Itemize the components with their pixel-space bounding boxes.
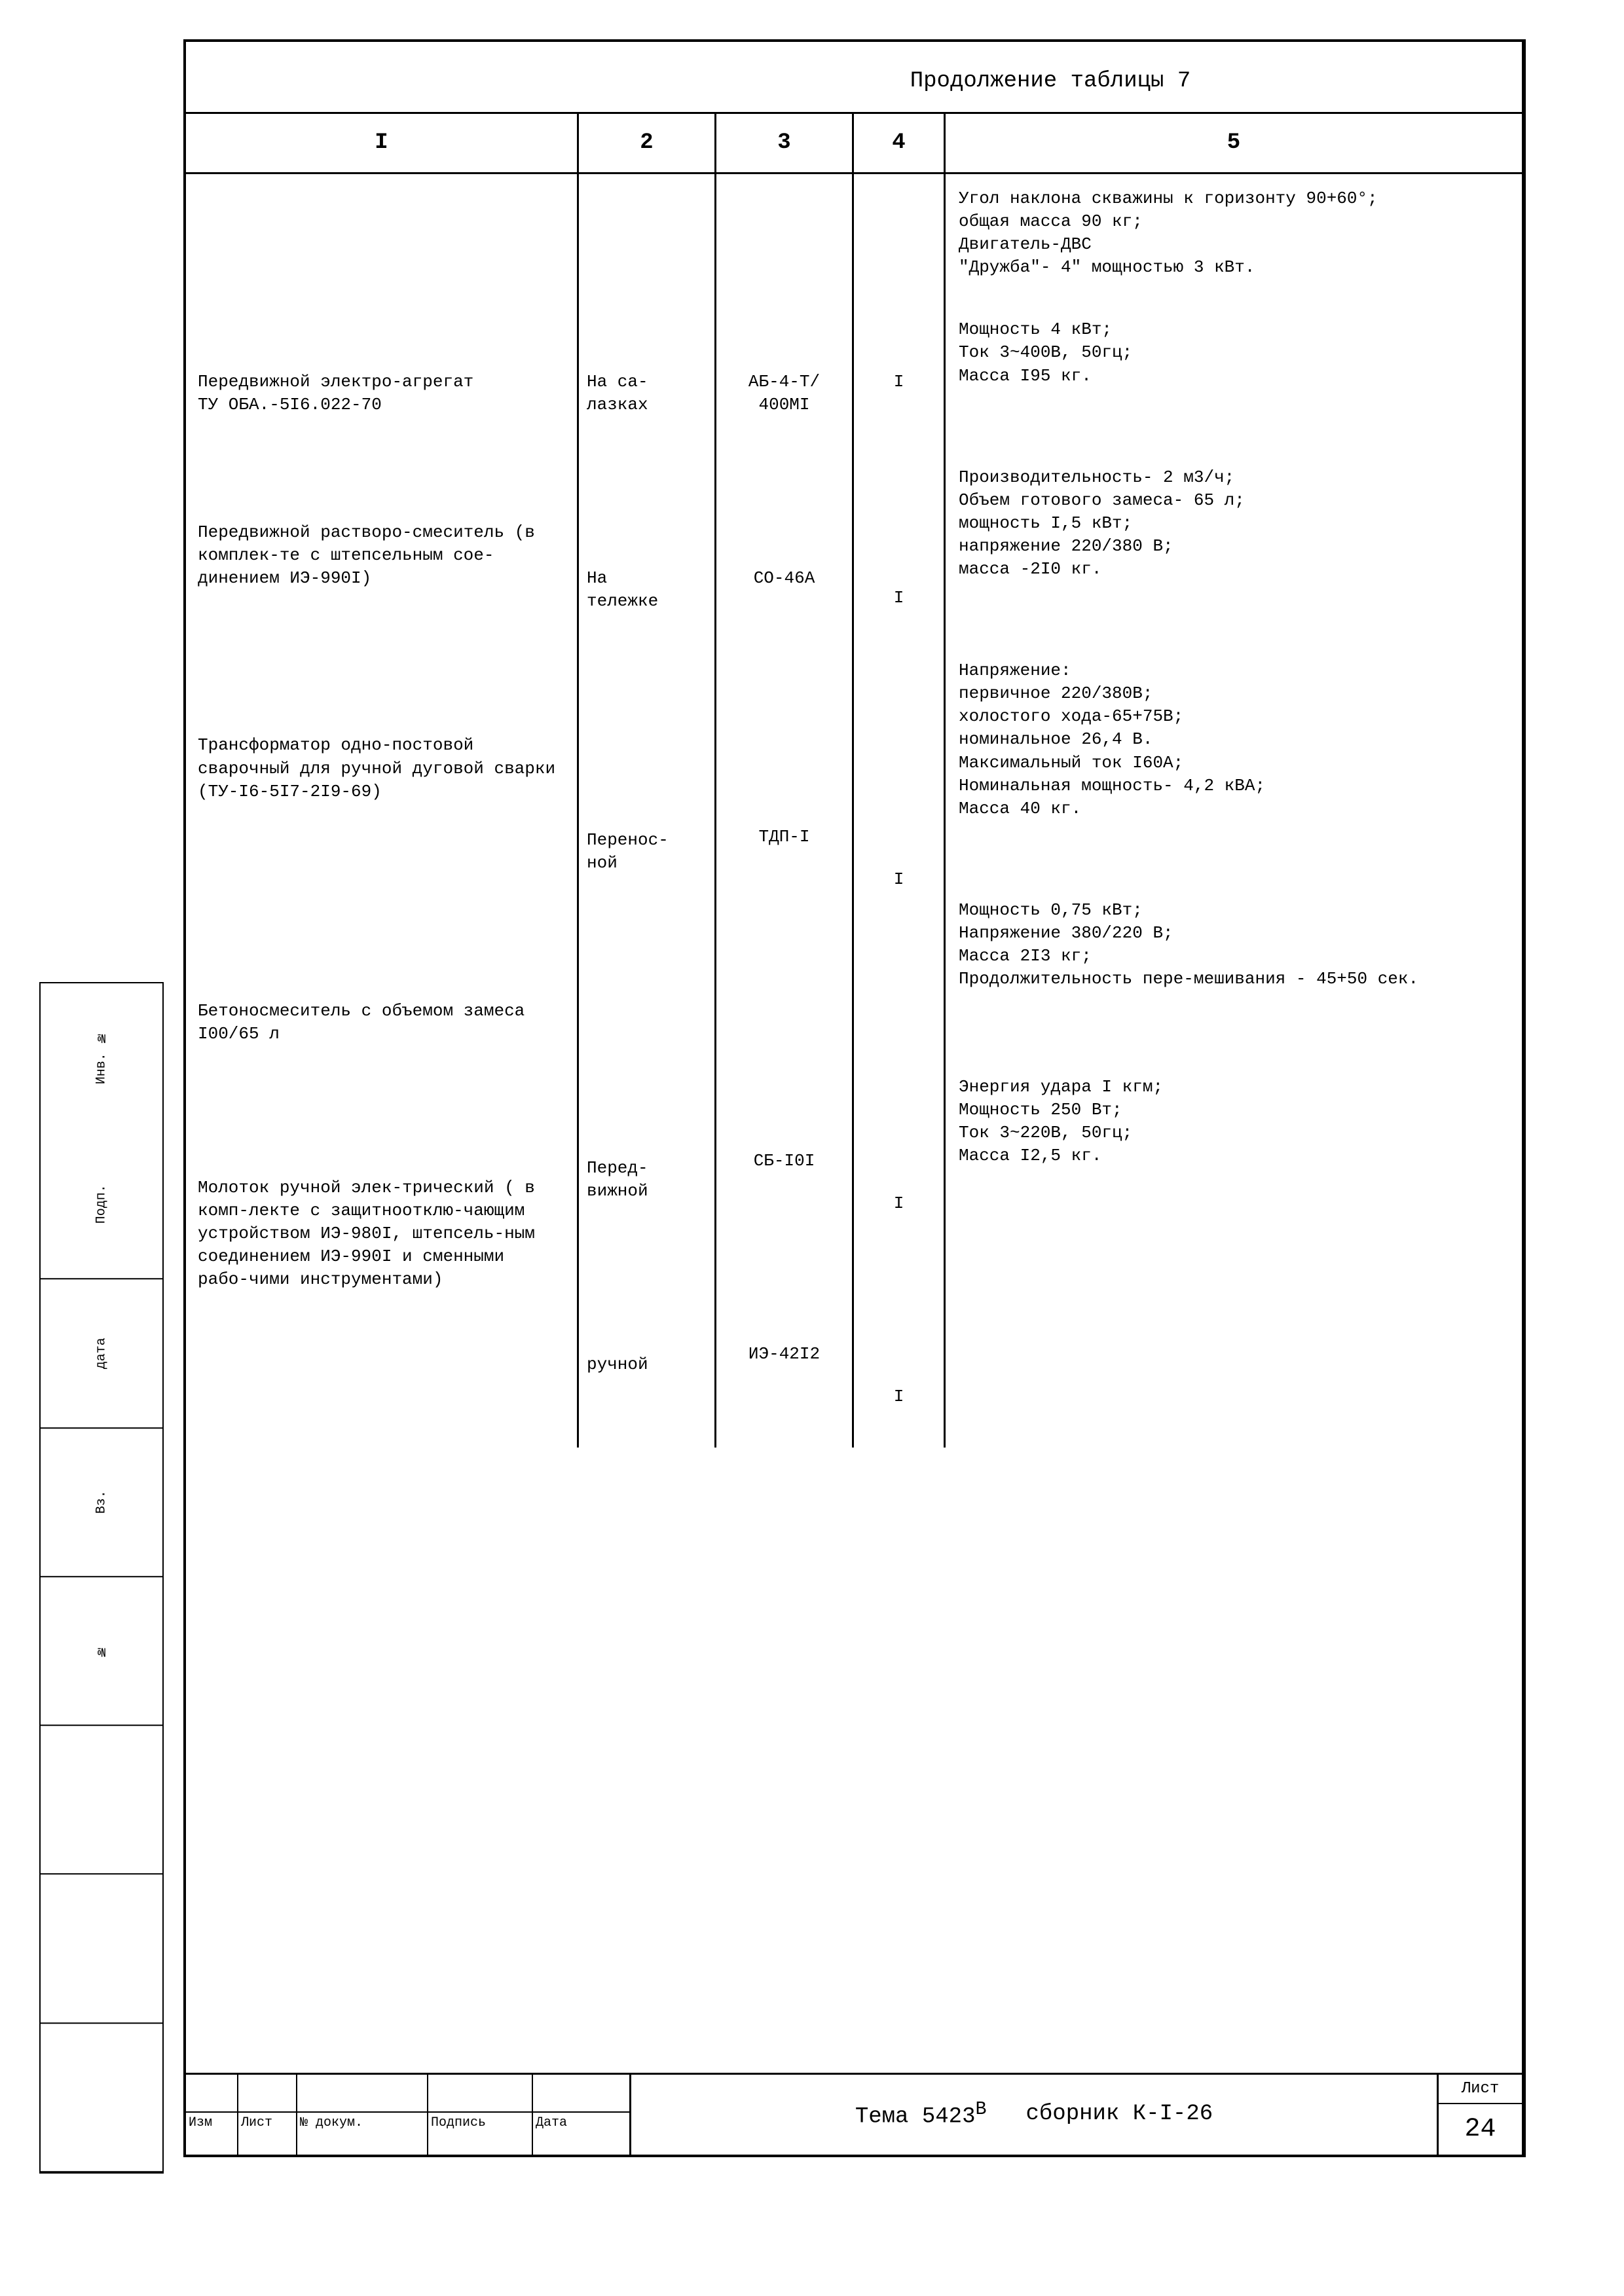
col-header-3: 3 bbox=[716, 114, 854, 172]
stamp-label: Подпись bbox=[428, 2113, 533, 2155]
cell-text: Передвижной растворо-смеситель (в компле… bbox=[198, 521, 565, 590]
col-header-2: 2 bbox=[579, 114, 716, 172]
cell-text: Производительность- 2 м3/ч; Объем готово… bbox=[959, 466, 1509, 581]
cell-text: I bbox=[860, 868, 937, 891]
stamp-label: Изм bbox=[186, 2113, 238, 2155]
document-frame: Продолжение таблицы 7 I 2 3 4 5 Передвиж… bbox=[183, 39, 1526, 2157]
cell-text: ИЭ-42I2 bbox=[723, 1343, 845, 1366]
cell-text: Угол наклона скважины к горизонту 90+60°… bbox=[959, 187, 1509, 279]
sidebar-cell: дата bbox=[41, 1280, 162, 1429]
cell-text: I bbox=[860, 1385, 937, 1408]
sidebar-cell: Вз. bbox=[41, 1429, 162, 1577]
cell-text: Молоток ручной элек-трический ( в комп-л… bbox=[198, 1176, 565, 1291]
table-continuation-title: Продолжение таблицы 7 bbox=[186, 42, 1522, 114]
cell-text: СБ-I0I bbox=[723, 1150, 845, 1173]
table-cell: На са- лазках На тележке Перенос- ной Пе… bbox=[579, 174, 716, 1448]
document-id: Тема 5423В сборник К-I-26 bbox=[631, 2075, 1437, 2155]
binding-sidebar: Инв. № Подп. дата Вз. № bbox=[39, 982, 164, 2174]
table-header-row: I 2 3 4 5 bbox=[186, 114, 1522, 174]
sidebar-cell bbox=[41, 1875, 162, 2024]
page-number-block: Лист 24 bbox=[1437, 2075, 1522, 2155]
stamp-label: Дата bbox=[533, 2113, 629, 2155]
col-header-1: I bbox=[186, 114, 579, 172]
cell-text: На са- лазках bbox=[587, 371, 707, 416]
cell-text: Перенос- ной bbox=[587, 829, 707, 875]
revision-stamp: Изм Лист № докум. Подпись Дата bbox=[186, 2075, 631, 2155]
cell-text: АБ-4-Т/ 400МI bbox=[723, 371, 845, 416]
cell-text: Бетоносмеситель с объемом замеса I00/65 … bbox=[198, 1000, 565, 1046]
cell-text: I bbox=[860, 587, 937, 610]
cell-text: Передвижной электро-агрегат ТУ ОБА.-5I6.… bbox=[198, 371, 565, 416]
cell-text: Энергия удара I кгм; Мощность 250 Вт; То… bbox=[959, 1076, 1509, 1167]
cell-text: Напряжение: первичное 220/380В; холостог… bbox=[959, 659, 1509, 820]
cell-text: I bbox=[860, 1192, 937, 1215]
cell-text: Трансформатор одно-постовой сварочный дл… bbox=[198, 734, 565, 803]
title-block: Изм Лист № докум. Подпись Дата Тема 5423… bbox=[186, 2073, 1522, 2155]
cell-text: ручной bbox=[587, 1353, 707, 1376]
cell-text: I bbox=[860, 371, 937, 393]
sidebar-cell bbox=[41, 1726, 162, 1874]
sidebar-cell: Подп. bbox=[41, 1131, 162, 1279]
table-cell: Передвижной электро-агрегат ТУ ОБА.-5I6.… bbox=[186, 174, 579, 1448]
collection-code: сборник К-I-26 bbox=[1025, 2100, 1213, 2130]
table-cell: Угол наклона скважины к горизонту 90+60°… bbox=[946, 174, 1522, 1448]
cell-text: Мощность 4 кВт; Ток 3~400В, 50гц; Масса … bbox=[959, 318, 1509, 387]
sidebar-cell: Инв. № bbox=[41, 983, 162, 1131]
cell-text: Мощность 0,75 кВт; Напряжение 380/220 В;… bbox=[959, 899, 1509, 991]
sidebar-cell: № bbox=[41, 1577, 162, 1726]
cell-text: ТДП-I bbox=[723, 826, 845, 848]
table-body: Передвижной электро-агрегат ТУ ОБА.-5I6.… bbox=[186, 174, 1522, 2073]
table-cell: АБ-4-Т/ 400МI СО-46А ТДП-I СБ-I0I ИЭ-42I… bbox=[716, 174, 854, 1448]
col-header-4: 4 bbox=[854, 114, 946, 172]
cell-text: На тележке bbox=[587, 567, 707, 613]
page-number: 24 bbox=[1439, 2104, 1522, 2155]
topic-sup: В bbox=[975, 2098, 986, 2120]
table-cell: I I I I I bbox=[854, 174, 946, 1448]
cell-text: СО-46А bbox=[723, 567, 845, 590]
stamp-label: Лист bbox=[238, 2113, 297, 2155]
page-label: Лист bbox=[1439, 2075, 1522, 2104]
topic-text: Тема 5423 bbox=[855, 2104, 976, 2129]
sidebar-cell bbox=[41, 2024, 162, 2172]
topic-code: Тема 5423В bbox=[855, 2097, 987, 2132]
col-header-5: 5 bbox=[946, 114, 1522, 172]
stamp-label: № докум. bbox=[297, 2113, 428, 2155]
cell-text: Перед- вижной bbox=[587, 1157, 707, 1203]
